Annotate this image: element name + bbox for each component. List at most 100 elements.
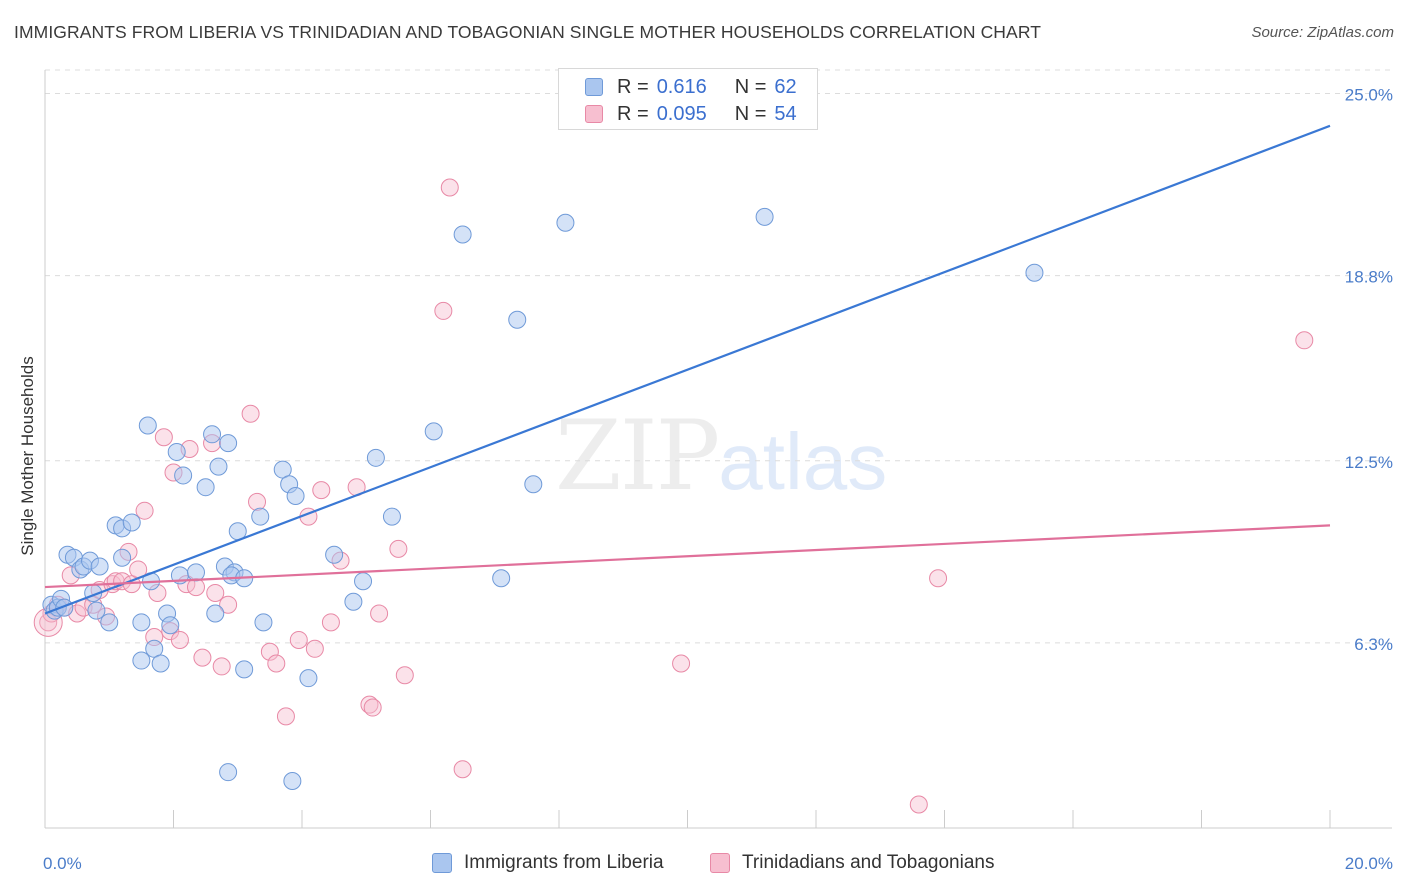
- data-point-liberia: [196, 478, 215, 497]
- data-point-trinidad: [289, 630, 308, 649]
- data-point-liberia: [524, 475, 543, 494]
- data-point-liberia: [151, 654, 170, 673]
- data-point-trinidad: [170, 630, 189, 649]
- data-point-liberia: [299, 669, 318, 688]
- data-point-liberia: [325, 545, 344, 564]
- data-point-liberia: [366, 448, 385, 467]
- data-point-trinidad: [1295, 331, 1314, 350]
- tick-labels: 6.3% 12.5% 18.8% 25.0% 0.0% 20.0%: [43, 86, 1393, 873]
- data-point-liberia: [138, 416, 157, 435]
- trend-lines: [44, 124, 1331, 615]
- data-point-liberia: [254, 613, 273, 632]
- data-point-liberia: [424, 422, 443, 441]
- legend-r-label: R =: [617, 75, 649, 98]
- data-point-liberia: [492, 569, 511, 588]
- data-point-trinidad: [267, 654, 286, 673]
- data-point-liberia: [354, 572, 373, 591]
- source-label: Source: ZipAtlas.com: [1251, 24, 1394, 41]
- data-point-trinidad: [434, 301, 453, 320]
- data-point-trinidad: [206, 583, 225, 602]
- legend-label-liberia: Immigrants from Liberia: [464, 852, 664, 873]
- legend-swatch-pink: [710, 853, 730, 873]
- data-point-trinidad: [363, 698, 382, 717]
- data-point-liberia: [453, 225, 472, 244]
- data-point-trinidad: [276, 707, 295, 726]
- series-pink-points: [33, 178, 1314, 814]
- trend-line-trinidad: [44, 524, 1331, 589]
- x-tick-label-min: 0.0%: [43, 854, 82, 873]
- data-point-trinidad: [370, 604, 389, 623]
- correlation-legend: R = 0.616 N = 62 R = 0.095 N = 54: [558, 68, 818, 130]
- legend-r-value: 0.616: [656, 75, 707, 98]
- legend-row-pink: R = 0.095 N = 54: [585, 102, 797, 126]
- y-tick-label: 12.5%: [1345, 453, 1393, 472]
- data-point-liberia: [132, 613, 151, 632]
- data-point-trinidad: [248, 492, 267, 511]
- watermark-atlas: atlas: [718, 417, 888, 506]
- data-point-trinidad: [321, 613, 340, 632]
- data-point-liberia: [235, 660, 254, 679]
- legend-label-trinidad: Trinidadians and Tobagonians: [742, 852, 995, 873]
- legend-item-liberia: Immigrants from Liberia: [432, 852, 664, 874]
- data-point-trinidad: [154, 428, 173, 447]
- data-point-liberia: [174, 466, 193, 485]
- data-point-liberia: [87, 601, 106, 620]
- data-point-trinidad: [389, 539, 408, 558]
- legend-n-label: N =: [734, 75, 767, 98]
- data-point-liberia: [209, 457, 228, 476]
- data-point-liberia: [251, 507, 270, 526]
- legend-r-value: 0.095: [656, 102, 707, 125]
- watermark: ZIPatlas: [555, 400, 887, 512]
- data-point-liberia: [132, 651, 151, 670]
- data-point-liberia: [203, 425, 222, 444]
- data-point-trinidad: [929, 569, 948, 588]
- y-tick-label: 18.8%: [1345, 268, 1393, 287]
- data-point-liberia: [206, 604, 225, 623]
- data-point-liberia: [90, 557, 109, 576]
- data-point-liberia: [161, 616, 180, 635]
- y-tick-label: 6.3%: [1354, 635, 1393, 654]
- legend-swatch-blue: [432, 853, 452, 873]
- data-point-trinidad: [305, 639, 324, 658]
- data-point-liberia: [122, 513, 141, 532]
- data-point-trinidad: [135, 501, 154, 520]
- data-point-liberia: [1025, 263, 1044, 282]
- data-point-trinidad: [260, 642, 279, 661]
- data-point-liberia: [286, 487, 305, 506]
- data-point-liberia: [382, 507, 401, 526]
- data-point-liberia: [113, 548, 132, 567]
- data-point-trinidad: [193, 648, 212, 667]
- data-point-liberia: [219, 434, 238, 453]
- legend-n-label: N =: [734, 102, 767, 125]
- data-point-liberia: [344, 592, 363, 611]
- data-point-trinidad: [440, 178, 459, 197]
- data-point-trinidad: [395, 666, 414, 685]
- grid-lines: [45, 69, 1392, 644]
- data-point-trinidad: [212, 657, 231, 676]
- y-tick-label: 25.0%: [1345, 86, 1393, 105]
- legend-r-label: R =: [617, 102, 649, 125]
- data-point-liberia: [167, 442, 186, 461]
- series-blue-points: [42, 207, 1044, 790]
- watermark-zip: ZIP: [555, 400, 720, 512]
- data-point-liberia: [508, 310, 527, 329]
- data-point-liberia: [219, 763, 238, 782]
- series-legend: Immigrants from Liberia Trinidadians and…: [0, 852, 1406, 878]
- chart-title: IMMIGRANTS FROM LIBERIA VS TRINIDADIAN A…: [14, 22, 1042, 42]
- data-point-trinidad: [672, 654, 691, 673]
- data-point-trinidad: [453, 760, 472, 779]
- data-point-liberia: [55, 598, 74, 617]
- data-point-liberia: [100, 613, 119, 632]
- data-point-liberia: [556, 213, 575, 232]
- legend-swatch-pink: [585, 105, 603, 123]
- trend-line-liberia: [44, 124, 1331, 615]
- x-tick-label-max: 20.0%: [1345, 854, 1393, 873]
- legend-n-value: 54: [774, 102, 797, 125]
- data-point-liberia: [283, 771, 302, 790]
- legend-row-blue: R = 0.616 N = 62: [585, 75, 797, 99]
- data-point-trinidad: [360, 695, 379, 714]
- data-point-liberia: [186, 563, 205, 582]
- data-point-trinidad: [312, 481, 331, 500]
- legend-swatch-blue: [585, 78, 603, 96]
